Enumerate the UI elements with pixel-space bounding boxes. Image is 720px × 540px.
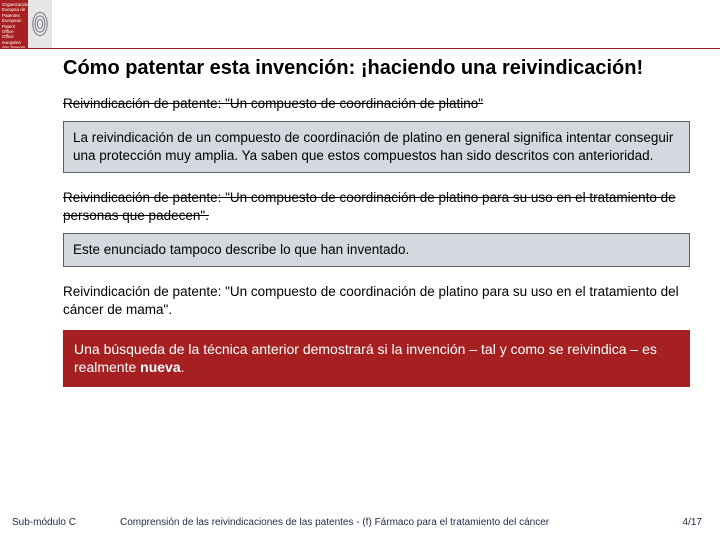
footer-pager: 4/17 [683, 517, 702, 528]
highlight-box: Una búsqueda de la técnica anterior demo… [63, 330, 690, 388]
logo: Organización Europea de Patentes Europea… [0, 0, 52, 48]
footer-description: Comprensión de las reivindicaciones de l… [120, 517, 683, 528]
footer-module: Sub-módulo C [12, 517, 120, 528]
explanation-box-2: Este enunciado tampoco describe lo que h… [63, 233, 690, 267]
struck-claim-2: Reivindicación de patente: "Un compuesto… [63, 189, 690, 225]
struck-claim-1: Reivindicación de patente: "Un compuesto… [63, 95, 690, 113]
footer: Sub-módulo C Comprensión de las reivindi… [12, 517, 702, 528]
highlight-post: . [181, 359, 185, 375]
header-divider [0, 48, 720, 49]
slide-title: Cómo patentar esta invención: ¡haciendo … [63, 56, 690, 81]
slide-content: Cómo patentar esta invención: ¡haciendo … [63, 56, 690, 387]
logo-text-block: Organización Europea de Patentes Europea… [0, 0, 28, 48]
highlight-emph: nueva [140, 359, 180, 375]
logo-line: Office européen [2, 34, 26, 45]
valid-claim: Reivindicación de patente: "Un compuesto… [63, 283, 690, 319]
explanation-box-1: La reivindicación de un compuesto de coo… [63, 121, 690, 173]
logo-line: Europea de [2, 7, 26, 12]
fingerprint-icon [28, 0, 52, 48]
logo-line: Patent Office [2, 24, 26, 35]
